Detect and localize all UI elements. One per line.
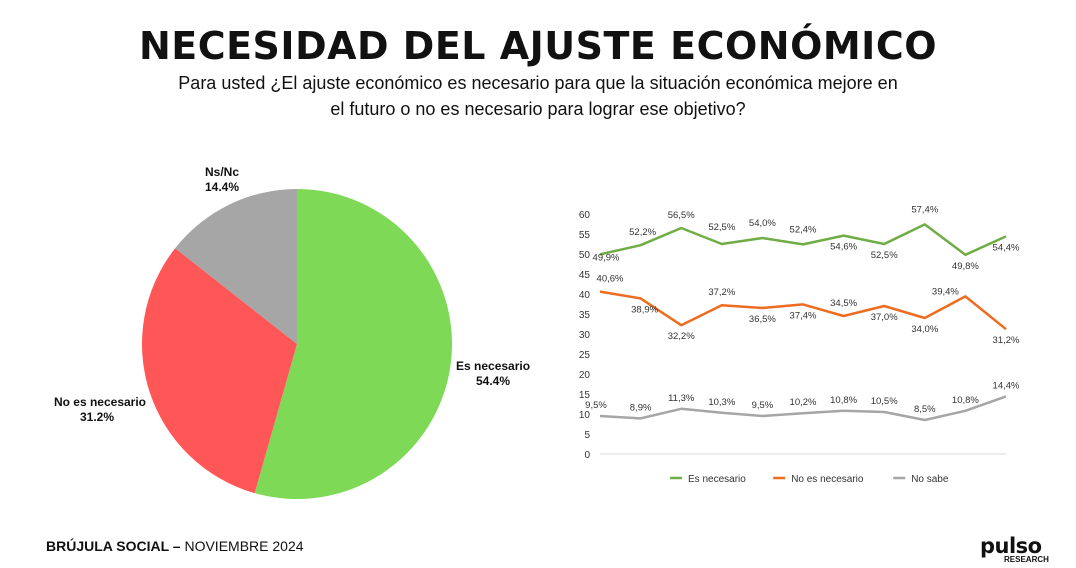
data-label: 10,8% xyxy=(952,395,979,406)
data-label: 37,2% xyxy=(708,287,735,298)
logo-name: pulso xyxy=(980,534,1042,558)
legend-label: Es necesario xyxy=(688,474,746,485)
series-line-no-sabe xyxy=(599,395,1007,422)
data-label: 10,2% xyxy=(790,397,817,408)
data-label: 10,8% xyxy=(830,395,857,406)
y-tick-label: 25 xyxy=(579,350,591,361)
y-tick-label: 30 xyxy=(579,330,591,341)
data-label: 34,0% xyxy=(911,324,938,335)
pie-value-label: 54.4% xyxy=(476,374,510,388)
logo-sub: RESEARCH xyxy=(1004,555,1049,564)
data-label: 31,2% xyxy=(993,335,1020,346)
data-label: 9,5% xyxy=(752,400,774,411)
y-tick-label: 55 xyxy=(579,230,591,241)
y-tick-label: 60 xyxy=(579,210,591,221)
data-label: 32,2% xyxy=(668,331,695,342)
data-label: 38,9% xyxy=(631,304,658,315)
pie-slice-es-necesario xyxy=(254,189,453,499)
y-tick-label: 20 xyxy=(579,370,591,381)
data-label: 36,5% xyxy=(749,314,776,325)
pie-label: No es necesario xyxy=(54,395,146,409)
data-label: 37,4% xyxy=(790,310,817,321)
y-tick-label: 5 xyxy=(584,430,590,441)
pie-label: Ns/Nc xyxy=(205,165,239,179)
data-label: 37,0% xyxy=(871,312,898,323)
y-tick-label: 35 xyxy=(579,310,591,321)
data-label: 8,9% xyxy=(630,402,652,413)
data-label: 52,2% xyxy=(629,227,656,238)
pie-label: Es necesario xyxy=(456,359,530,373)
series-line-es-necesario xyxy=(599,223,1007,257)
data-label: 10,3% xyxy=(708,397,735,408)
pulso-logo: pulso RESEARCH xyxy=(980,534,1050,564)
data-label: 10,5% xyxy=(871,396,898,407)
y-tick-label: 15 xyxy=(579,390,591,401)
subtitle-line-2: el futuro o no es necesario para lograr … xyxy=(330,99,746,119)
footer-credit: BRÚJULA SOCIAL – NOVIEMBRE 2024 xyxy=(46,538,304,554)
data-label: 57,4% xyxy=(911,204,938,215)
y-tick-label: 45 xyxy=(579,270,591,281)
subtitle-line-1: Para usted ¿El ajuste económico es neces… xyxy=(178,73,898,93)
data-label: 52,5% xyxy=(871,250,898,261)
pie-slice-no-es-necesario xyxy=(141,248,297,494)
data-label: 52,4% xyxy=(790,224,817,235)
data-label: 8,5% xyxy=(914,404,936,415)
series-line-no-es-necesario xyxy=(599,290,1007,331)
footer-date: NOVIEMBRE 2024 xyxy=(184,538,304,554)
footer-brand: BRÚJULA SOCIAL – xyxy=(46,538,181,554)
data-label: 54,0% xyxy=(749,218,776,229)
y-tick-label: 50 xyxy=(579,250,591,261)
y-tick-label: 40 xyxy=(579,290,591,301)
data-label: 39,4% xyxy=(932,286,959,297)
pie-value-label: 14.4% xyxy=(205,180,239,194)
page-subtitle: Para usted ¿El ajuste económico es neces… xyxy=(100,70,976,122)
data-label: 9,5% xyxy=(585,400,607,411)
legend-label: No sabe xyxy=(911,474,949,485)
data-label: 54,6% xyxy=(830,242,857,253)
data-label: 40,6% xyxy=(597,274,624,285)
y-tick-label: 0 xyxy=(584,450,590,461)
data-label: 49,8% xyxy=(952,261,979,272)
data-label: 49,9% xyxy=(593,252,620,263)
data-label: 52,5% xyxy=(708,222,735,233)
data-label: 11,3% xyxy=(668,393,695,404)
data-label: 54,4% xyxy=(993,242,1020,253)
legend-label: No es necesario xyxy=(791,474,864,485)
data-label: 34,5% xyxy=(830,298,857,309)
pie-value-label: 31.2% xyxy=(80,410,114,424)
data-label: 14,4% xyxy=(993,380,1020,391)
data-label: 56,5% xyxy=(668,210,695,221)
page-title: NECESIDAD DEL AJUSTE ECONÓMICO xyxy=(138,24,938,68)
pie-slice-ns-nc xyxy=(175,189,297,344)
y-tick-label: 10 xyxy=(579,410,591,421)
